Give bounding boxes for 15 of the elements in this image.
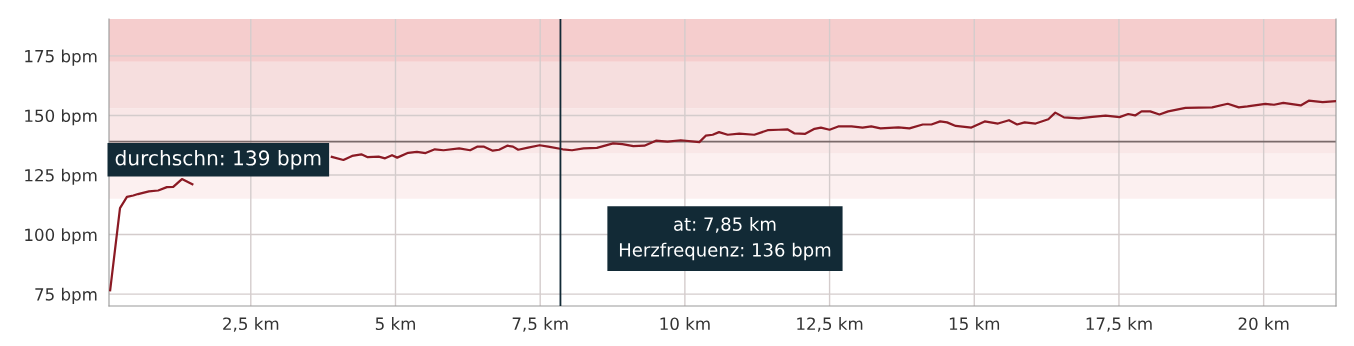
x-tick-label: 20 km — [1238, 317, 1289, 331]
y-tick-label: 75 bpm — [35, 287, 97, 304]
x-tick-label: 7,5 km — [512, 317, 568, 332]
ref-line-label: durchschn: 139 bpm — [115, 149, 321, 170]
x-tick-label: 2,5 km — [223, 317, 279, 332]
x-tick-label: 17,5 km — [1086, 317, 1152, 332]
y-tick-label: 175 bpm — [25, 49, 97, 66]
x-tick-label: 10 km — [660, 317, 710, 331]
x-tick-label: 15 km — [949, 317, 1000, 331]
y-tick-label: 100 bpm — [25, 228, 97, 245]
y-tick-label: 150 bpm — [25, 109, 97, 126]
y-tick-label: 125 bpm — [25, 168, 97, 185]
x-tick-label: 12,5 km — [797, 317, 863, 332]
annotation: at: 7,85 km Herzfrequenz: 136 bpm — [619, 216, 831, 261]
x-tick-label: 5 km — [375, 317, 415, 331]
